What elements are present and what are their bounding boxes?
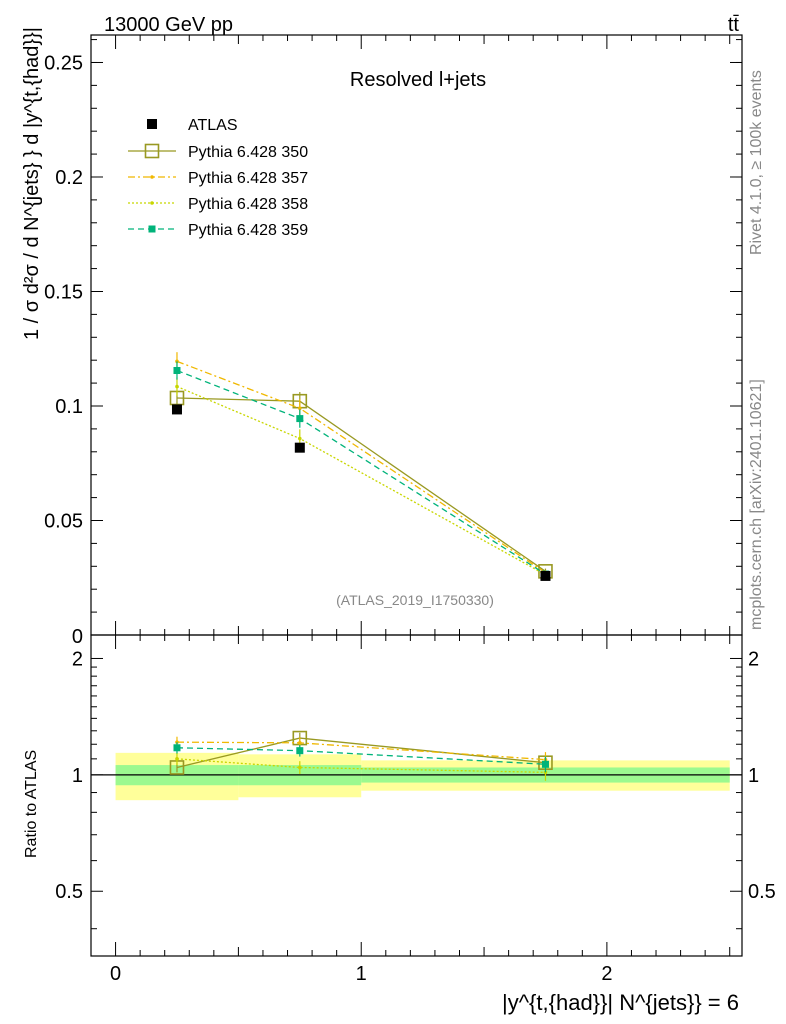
ratio-data-point	[175, 757, 179, 761]
ratio-y-tick-label: 0.5	[55, 881, 83, 903]
ratio-data-point	[298, 741, 302, 745]
main-series-358	[175, 377, 548, 578]
main-y-zero-label: 0	[72, 626, 83, 648]
ratio-panel: 0.5 0.5 1 1 2 2 0 1 2	[55, 634, 776, 985]
ratio-data-point	[296, 747, 304, 755]
main-series-line	[176, 385, 546, 576]
legend-marker	[148, 225, 156, 233]
analysis-id-label: (ATLAS_2019_I1750330)	[336, 592, 494, 608]
main-y-axis-label: 1 / σ d²σ / d N^{jets} } d |y^{t,{had}}|	[21, 27, 43, 340]
main-data-point	[296, 415, 304, 423]
legend-item: Pythia 6.428 358	[128, 196, 308, 213]
ratio-frame	[90, 634, 743, 957]
ratio-data-point	[298, 765, 302, 770]
ratio-y-tick-label-right: 0.5	[748, 881, 776, 903]
x-axis-label: |y^{t,{had}}| N^{jets}} = 6	[502, 990, 739, 1015]
rivet-version-label: Rivet 4.1.0, ≥ 100k events	[748, 70, 765, 255]
main-data-point	[175, 384, 179, 389]
ratio-data-layer: 0.5 0.5 1 1 2 2 0 1 2	[55, 634, 776, 985]
plot-title: Resolved l+jets	[350, 69, 486, 91]
legend-label: Pythia 6.428 358	[188, 196, 308, 213]
legend-item: ATLAS	[147, 117, 238, 134]
main-y-tick-label: 0.25	[44, 52, 83, 74]
ratio-y-tick-label: 1	[72, 765, 83, 787]
ratio-data-point	[173, 744, 181, 752]
mcplots-source-label: mcplots.cern.ch [arXiv:2401.10621]	[748, 379, 765, 630]
energy-label: 13000 GeV pp	[104, 14, 233, 36]
legend-marker	[147, 119, 157, 129]
main-y-tick-label: 0.1	[55, 396, 83, 418]
ratio-series-359	[173, 742, 549, 773]
legend-label: Pythia 6.428 350	[188, 144, 308, 161]
atlas-data-series	[171, 404, 551, 581]
main-y-tick-label: 0.05	[44, 510, 83, 532]
main-y-tick-label: 0.15	[44, 281, 83, 303]
ratio-series-358	[175, 752, 548, 781]
atlas-data-point	[171, 404, 182, 415]
ratio-y-tick-label: 2	[72, 648, 83, 670]
x-tick-label: 0	[110, 963, 121, 985]
main-series-line	[176, 369, 546, 575]
legend-marker	[150, 175, 154, 179]
legend-label: ATLAS	[188, 117, 238, 134]
legend-label: Pythia 6.428 357	[188, 170, 308, 187]
main-series-350	[169, 390, 553, 579]
legend-marker	[150, 201, 154, 205]
atlas-data-point	[294, 442, 305, 453]
main-data-point	[298, 406, 302, 411]
legend-marker	[144, 143, 160, 159]
main-series-357	[175, 352, 548, 576]
x-tick-label: 2	[601, 963, 612, 985]
legend: ATLAS Pythia 6.428 350 Pythia 6.428 357 Pyt…	[128, 117, 308, 239]
main-series-line	[176, 360, 546, 574]
legend-label: Pythia 6.428 359	[188, 222, 308, 239]
ratio-y-tick-label-right: 2	[748, 648, 759, 670]
ratio-y-tick-label-right: 1	[748, 765, 759, 787]
ratio-data-point	[541, 760, 549, 768]
main-y-tick-label: 0.2	[55, 167, 83, 189]
legend-item: Pythia 6.428 359	[128, 222, 308, 239]
main-series-line	[176, 397, 546, 572]
main-panel: Resolved l+jets (ATLAS_2019_I1750330) 0.…	[44, 34, 743, 648]
ratio-y-axis-label: Ratio to ATLAS	[23, 750, 40, 858]
legend-item: Pythia 6.428 357	[128, 170, 308, 187]
legend-item: Pythia 6.428 350	[128, 143, 308, 161]
atlas-data-point	[540, 570, 551, 581]
x-tick-label: 1	[356, 963, 367, 985]
ratio-series-line	[176, 758, 546, 774]
process-label: tt̄	[728, 14, 740, 36]
main-data-point	[298, 436, 302, 441]
main-data-point	[173, 366, 181, 374]
